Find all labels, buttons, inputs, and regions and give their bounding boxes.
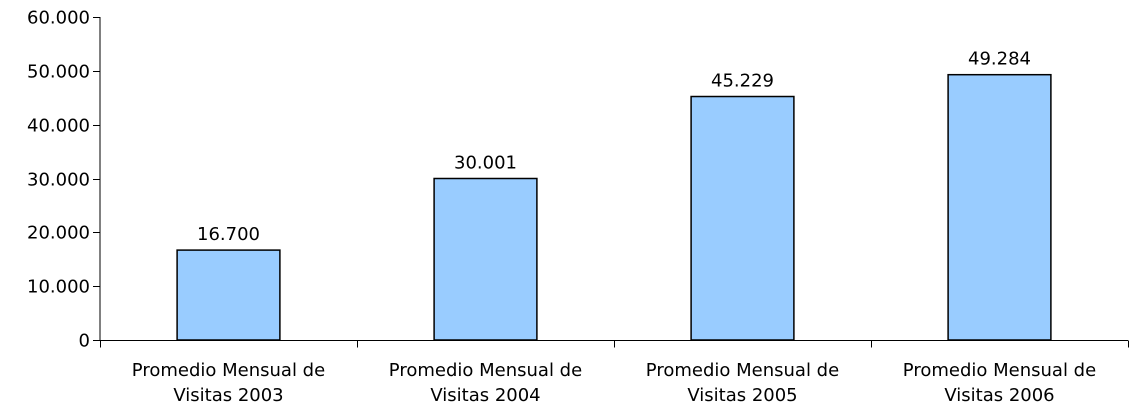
category-label-line: Promedio Mensual de: [389, 360, 582, 381]
category-labels: Promedio Mensual de Visitas 2003Promedio …: [132, 360, 1096, 406]
category-label-line: Promedio Mensual de: [132, 360, 325, 381]
category-label-line: Promedio Mensual de: [903, 360, 1096, 381]
x-axis: [100, 340, 1129, 348]
bar: [176, 249, 281, 341]
y-tick-label: 60.000: [27, 8, 90, 29]
bar: [690, 95, 795, 341]
category-label: Promedio Mensual de Visitas 2006: [903, 360, 1096, 406]
data-label: 49.284: [968, 49, 1031, 70]
y-tick-label: 10.000: [27, 277, 90, 298]
y-tick-label: 50.000: [27, 62, 90, 83]
category-label-line: Visitas 2006: [944, 385, 1054, 406]
category-label: Promedio Mensual de Visitas 2005: [646, 360, 839, 406]
data-labels: 16.700 30.001 45.229 49.284: [197, 49, 1031, 245]
y-tick-label: 40.000: [27, 116, 90, 137]
data-label: 30.001: [454, 152, 517, 173]
bars: [176, 73, 1052, 341]
y-tick-label: 30.000: [27, 170, 90, 191]
category-label-line: Visitas 2003: [173, 385, 283, 406]
data-label: 45.229: [711, 71, 774, 92]
y-tick-label: 20.000: [27, 223, 90, 244]
data-label: 16.700: [197, 224, 260, 245]
y-tick-label: 0: [79, 331, 90, 352]
bar: [947, 73, 1052, 341]
bar: [433, 177, 538, 341]
category-label-line: Promedio Mensual de: [646, 360, 839, 381]
category-label-line: Visitas 2005: [687, 385, 797, 406]
category-label: Promedio Mensual de Visitas 2004: [389, 360, 582, 406]
y-axis: 0 10.000 20.000 30.000 40.000 50.000 60.000: [27, 8, 101, 352]
category-label: Promedio Mensual de Visitas 2003: [132, 360, 325, 406]
category-label-line: Visitas 2004: [430, 385, 540, 406]
